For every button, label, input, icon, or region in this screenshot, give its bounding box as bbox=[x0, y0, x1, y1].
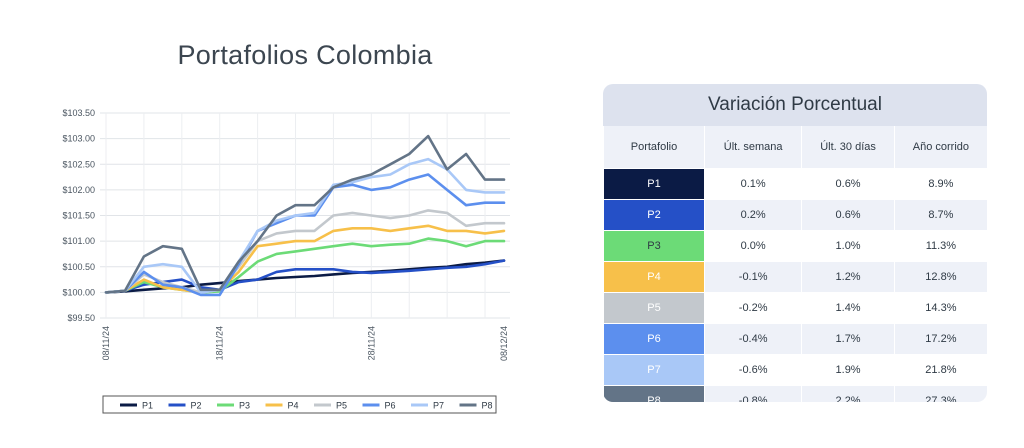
row-month: 1.4% bbox=[801, 292, 895, 324]
row-month: 1.7% bbox=[801, 323, 895, 355]
legend-label: P2 bbox=[191, 401, 202, 411]
legend: P1 P2 P3 P4 P5 P6 P7 P8 bbox=[102, 395, 497, 414]
row-week: 0.2% bbox=[703, 199, 802, 231]
legend-label: P4 bbox=[288, 401, 299, 411]
y-tick-label: $101.00 bbox=[62, 236, 95, 246]
row-ytd: 17.2% bbox=[893, 323, 987, 355]
row-month: 0.6% bbox=[801, 168, 895, 200]
line-chart: $99.50 $100.00 $100.50 $101.00 $101.50 $102.0… bbox=[62, 108, 510, 414]
row-month: 2.2% bbox=[801, 385, 895, 402]
y-tick-label: $101.50 bbox=[62, 211, 95, 221]
table-header-row: Portafolio Últ. semana Últ. 30 días Año … bbox=[603, 126, 987, 169]
row-name: P6 bbox=[603, 323, 705, 355]
series-line-p4 bbox=[104, 224, 506, 294]
legend-label: P8 bbox=[482, 401, 493, 411]
legend-label: P7 bbox=[433, 401, 444, 411]
row-month: 0.6% bbox=[801, 199, 895, 231]
row-week: 0.1% bbox=[703, 168, 802, 200]
table-row: P6 -0.4% 1.7% 17.2% bbox=[603, 323, 987, 355]
table-row: P3 0.0% 1.0% 11.3% bbox=[603, 230, 987, 262]
legend-label: P5 bbox=[336, 401, 347, 411]
row-month: 1.9% bbox=[801, 354, 895, 386]
row-ytd: 12.8% bbox=[893, 261, 987, 293]
x-axis-ticks: 08/11/24 18/11/24 28/11/24 08/12/24 bbox=[101, 326, 509, 361]
table-row: P8 -0.8% 2.2% 27.3% bbox=[603, 385, 987, 402]
table-row: P5 -0.2% 1.4% 14.3% bbox=[603, 292, 987, 324]
y-tick-label: $102.00 bbox=[62, 185, 95, 195]
row-month: 1.0% bbox=[801, 230, 895, 262]
row-week: -0.1% bbox=[703, 261, 802, 293]
y-axis-ticks: $99.50 $100.00 $100.50 $101.00 $101.50 $102.0… bbox=[62, 108, 95, 323]
variation-table-panel: Variación Porcentual Portafolio Últ. sem… bbox=[603, 84, 987, 402]
header-month: Últ. 30 días bbox=[801, 126, 895, 169]
row-name: P4 bbox=[603, 261, 705, 293]
row-week: -0.2% bbox=[703, 292, 802, 324]
table-row: P7 -0.6% 1.9% 21.8% bbox=[603, 354, 987, 386]
row-ytd: 14.3% bbox=[893, 292, 987, 324]
y-tick-label: $100.00 bbox=[62, 287, 95, 297]
row-week: -0.6% bbox=[703, 354, 802, 386]
row-name: P8 bbox=[603, 385, 705, 402]
row-month: 1.2% bbox=[801, 261, 895, 293]
legend-label: P1 bbox=[142, 401, 153, 411]
row-week: -0.4% bbox=[703, 323, 802, 355]
table-title: Variación Porcentual bbox=[603, 84, 987, 126]
series-line-p8 bbox=[104, 134, 506, 294]
legend-box bbox=[102, 395, 497, 414]
header-portafolio: Portafolio bbox=[603, 126, 705, 169]
row-name: P7 bbox=[603, 354, 705, 386]
series-line-p2 bbox=[104, 259, 506, 294]
row-name: P1 bbox=[603, 168, 705, 200]
header-ytd: Año corrido bbox=[893, 126, 987, 169]
x-tick-label: 08/11/24 bbox=[101, 326, 111, 360]
x-tick-label: 28/11/24 bbox=[366, 326, 376, 360]
row-week: 0.0% bbox=[703, 230, 802, 262]
x-tick-label: 18/11/24 bbox=[215, 326, 225, 360]
row-ytd: 21.8% bbox=[893, 354, 987, 386]
row-ytd: 27.3% bbox=[893, 385, 987, 402]
chart-title: Portafolios Colombia bbox=[177, 40, 433, 70]
y-tick-label: $100.50 bbox=[62, 262, 95, 272]
table-row: P2 0.2% 0.6% 8.7% bbox=[603, 199, 987, 231]
y-tick-label: $99.50 bbox=[67, 313, 95, 323]
y-tick-label: $102.50 bbox=[62, 159, 95, 169]
row-ytd: 11.3% bbox=[893, 230, 987, 262]
series-lines bbox=[104, 134, 506, 297]
legend-label: P3 bbox=[239, 401, 250, 411]
row-ytd: 8.9% bbox=[893, 168, 987, 200]
header-week: Últ. semana bbox=[703, 126, 802, 169]
row-week: -0.8% bbox=[703, 385, 802, 402]
row-ytd: 8.7% bbox=[893, 199, 987, 231]
legend-label: P6 bbox=[385, 401, 396, 411]
table-row: P4 -0.1% 1.2% 12.8% bbox=[603, 261, 987, 293]
row-name: P2 bbox=[603, 199, 705, 231]
x-tick-label: 08/12/24 bbox=[499, 326, 509, 361]
y-tick-label: $103.50 bbox=[62, 108, 95, 118]
row-name: P3 bbox=[603, 230, 705, 262]
series-line-p7 bbox=[104, 157, 506, 294]
variation-table: Portafolio Últ. semana Últ. 30 días Año … bbox=[603, 126, 987, 402]
y-tick-label: $103.00 bbox=[62, 134, 95, 144]
table-row: P1 0.1% 0.6% 8.9% bbox=[603, 168, 987, 200]
row-name: P5 bbox=[603, 292, 705, 324]
